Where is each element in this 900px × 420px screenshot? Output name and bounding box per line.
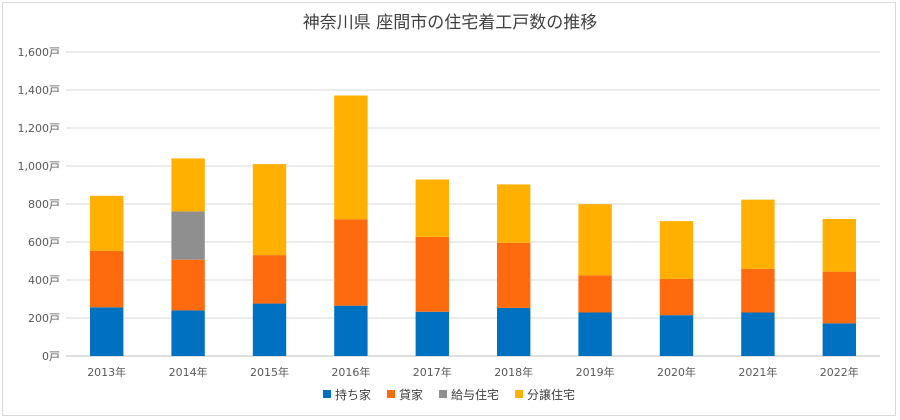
bars bbox=[90, 95, 856, 356]
bar-segment bbox=[497, 242, 531, 308]
bar-segment bbox=[822, 219, 856, 272]
x-tick-label: 2018年 bbox=[494, 365, 533, 379]
bar-segment bbox=[497, 184, 531, 243]
bar-segment bbox=[741, 312, 775, 356]
y-tick-label: 600戸 bbox=[28, 236, 60, 249]
legend-swatch bbox=[387, 390, 395, 398]
bar-segment bbox=[578, 275, 612, 313]
x-tick-label: 2013年 bbox=[87, 365, 126, 379]
bar-segment bbox=[578, 204, 612, 276]
legend-swatch bbox=[439, 390, 447, 398]
x-tick-label: 2016年 bbox=[331, 365, 370, 379]
legend: 持ち家 貸家 給与住宅 分譲住宅 bbox=[323, 387, 575, 402]
legend-label: 持ち家 bbox=[335, 387, 371, 402]
bar-segment bbox=[90, 307, 124, 356]
x-tick-label: 2021年 bbox=[738, 365, 777, 379]
bar-segment bbox=[334, 95, 368, 220]
y-tick-label: 1,000戸 bbox=[18, 160, 61, 173]
x-tick-label: 2015年 bbox=[250, 365, 289, 379]
y-axis-ticks: 0戸 200戸 400戸 600戸 800戸 1,000戸 1,200戸 1,400戸 1,60… bbox=[18, 46, 61, 363]
x-tick-label: 2017年 bbox=[413, 365, 452, 379]
bar-segment bbox=[171, 259, 205, 311]
y-tick-label: 800戸 bbox=[28, 198, 60, 211]
bar-segment bbox=[252, 255, 287, 304]
y-tick-label: 1,400戸 bbox=[18, 84, 61, 97]
bar-segment bbox=[334, 305, 368, 356]
x-axis-ticks: 2013年 2014年 2015年 2016年 2017年 2018年 2019年 2020年… bbox=[87, 365, 859, 379]
bar-segment bbox=[415, 236, 449, 312]
x-tick-label: 2022年 bbox=[820, 365, 859, 379]
y-tick-label: 1,600戸 bbox=[18, 46, 61, 59]
bar-segment bbox=[659, 278, 694, 316]
bar-segment bbox=[659, 315, 694, 356]
bar-segment bbox=[90, 195, 124, 251]
y-tick-label: 1,200戸 bbox=[18, 122, 61, 135]
y-tick-label: 400戸 bbox=[28, 274, 60, 287]
bar-segment bbox=[90, 250, 124, 308]
bar-segment bbox=[171, 211, 205, 260]
legend-swatch bbox=[515, 390, 523, 398]
legend-swatch bbox=[323, 390, 331, 398]
bar-segment bbox=[415, 179, 449, 237]
bar-segment bbox=[659, 221, 694, 279]
bar-segment bbox=[578, 312, 612, 356]
chart-title: 神奈川県 座間市の住宅着工戸数の推移 bbox=[303, 13, 597, 33]
legend-label: 分譲住宅 bbox=[527, 387, 575, 402]
x-tick-label: 2014年 bbox=[169, 365, 208, 379]
bar-segment bbox=[741, 199, 775, 269]
legend-label: 給与住宅 bbox=[451, 387, 499, 402]
bar-segment bbox=[415, 311, 449, 356]
legend-label: 貸家 bbox=[399, 387, 423, 402]
bar-segment bbox=[252, 303, 287, 356]
bar-segment bbox=[822, 271, 856, 324]
bar-segment bbox=[741, 268, 775, 313]
bar-segment bbox=[334, 219, 368, 306]
bar-segment bbox=[171, 310, 205, 356]
y-tick-label: 0戸 bbox=[42, 350, 60, 363]
x-tick-label: 2019年 bbox=[576, 365, 615, 379]
bar-segment bbox=[822, 323, 856, 356]
x-tick-label: 2020年 bbox=[657, 365, 696, 379]
y-tick-label: 200戸 bbox=[28, 312, 60, 325]
bar-segment bbox=[497, 307, 531, 356]
bar-segment bbox=[171, 158, 205, 212]
bar-segment bbox=[252, 164, 287, 256]
